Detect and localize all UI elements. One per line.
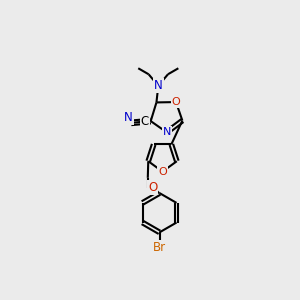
- Text: N: N: [154, 79, 163, 92]
- Text: N: N: [163, 127, 171, 137]
- Text: Br: Br: [153, 241, 166, 254]
- Text: N: N: [124, 111, 133, 124]
- Text: C: C: [141, 115, 149, 128]
- Text: O: O: [172, 97, 180, 107]
- Text: O: O: [158, 167, 167, 177]
- Text: O: O: [148, 181, 158, 194]
